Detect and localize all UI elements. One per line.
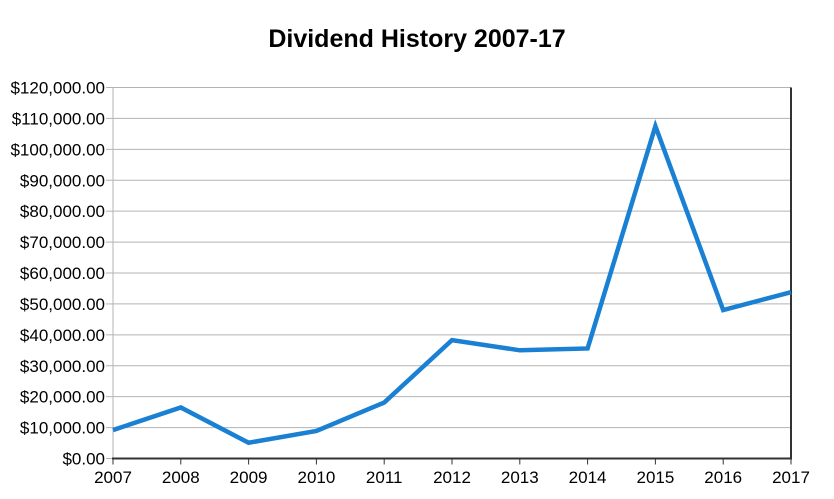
dividend-series-line [112,119,792,446]
y-axis-label: $20,000.00 [20,388,105,407]
y-axis-label: $100,000.00 [10,140,105,159]
y-axis-label: $10,000.00 [20,419,105,438]
y-axis-label: $50,000.00 [20,295,105,314]
chart-title: Dividend History 2007-17 [268,25,566,53]
y-axis-label: $110,000.00 [12,109,105,128]
x-axis-label: 2014 [569,468,607,487]
y-axis-label: $120,000.00 [10,79,105,98]
y-axis-label: $70,000.00 [20,233,105,252]
y-axis-label: $30,000.00 [20,357,105,376]
x-axis-label: 2016 [704,468,742,487]
y-axis-label: $60,000.00 [20,264,105,283]
y-axis-label: $90,000.00 [20,171,105,190]
x-axis-label: 2011 [366,468,403,487]
y-axis-label: $80,000.00 [20,202,105,221]
x-axis-label: 2010 [297,468,335,487]
x-axis-label: 2012 [433,468,471,487]
x-axis-label: 2008 [162,468,200,487]
x-axis-label: 2017 [772,468,810,487]
y-axis-label: $0.00 [62,450,105,469]
y-axis-label: $40,000.00 [20,326,105,345]
x-axis-label: 2015 [636,468,674,487]
x-axis-label: 2013 [501,468,539,487]
x-axis-label: 2007 [94,468,132,487]
x-axis-label: 2009 [230,468,268,487]
